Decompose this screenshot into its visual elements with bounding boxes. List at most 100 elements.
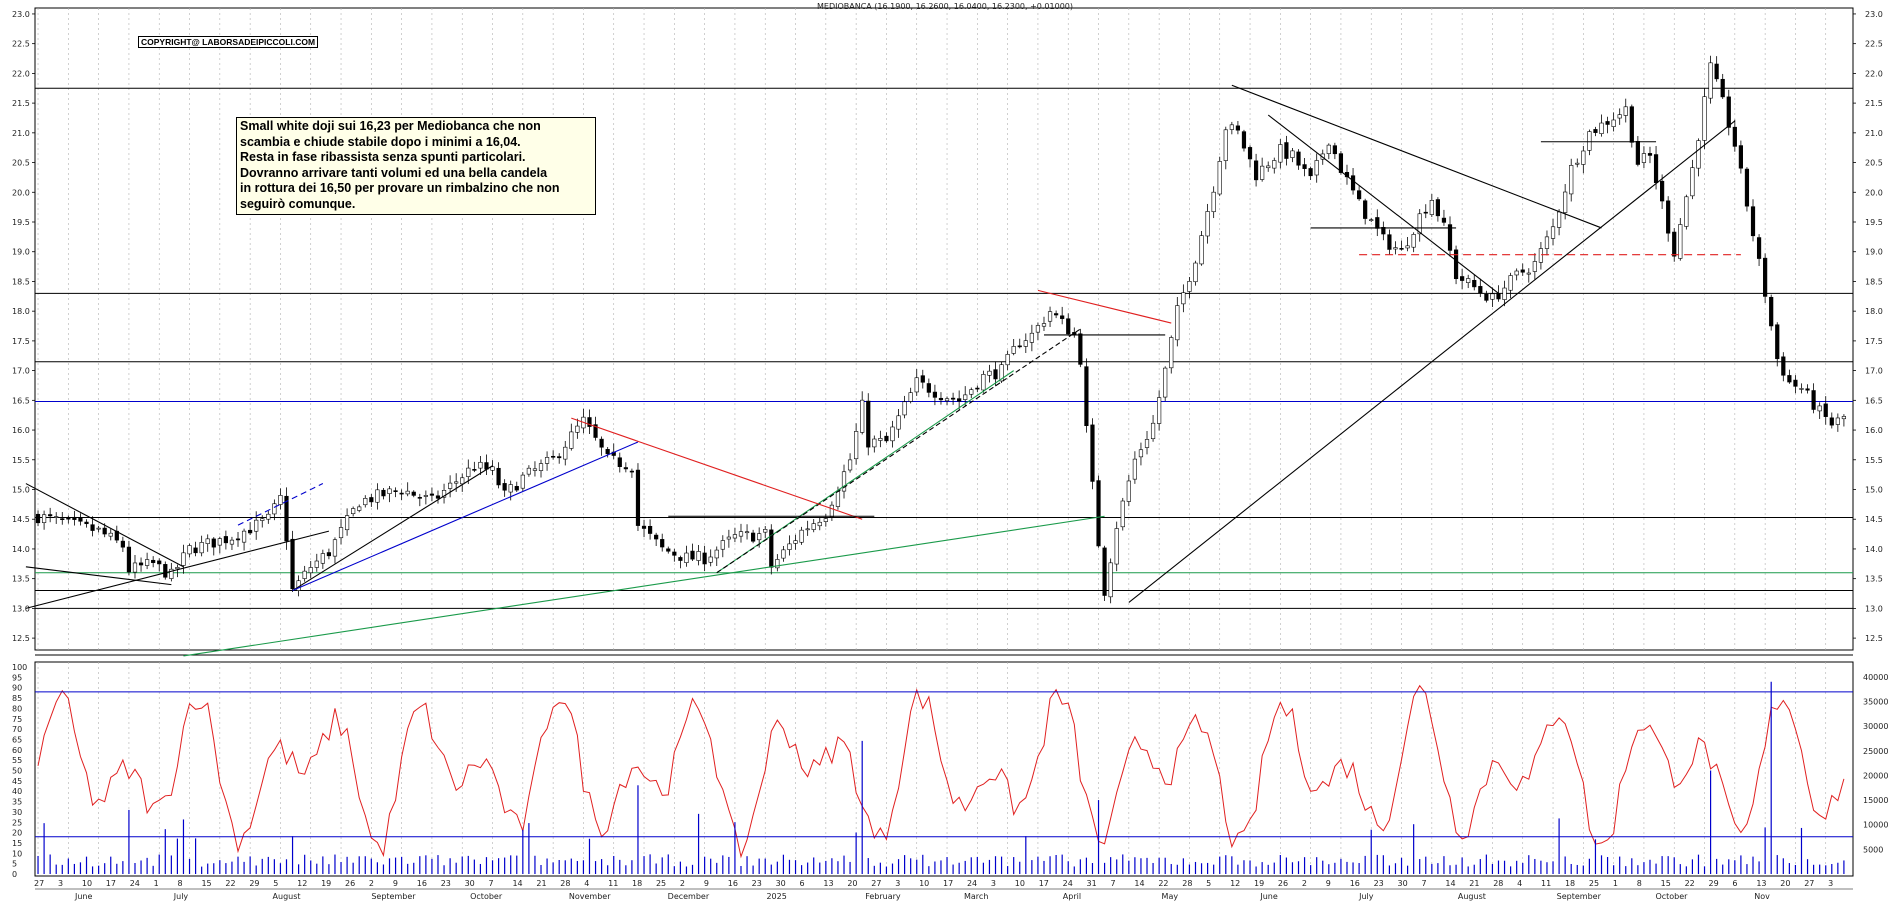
- candle-down: [1357, 190, 1362, 200]
- y-tick-label-right: 21.0: [1865, 129, 1883, 138]
- candle-down: [1823, 403, 1828, 417]
- candle-up: [241, 530, 247, 543]
- trend-line: [716, 370, 1014, 574]
- candle-up: [1581, 150, 1586, 165]
- candle-down: [223, 536, 228, 544]
- candle-up: [696, 551, 701, 561]
- candle-up: [811, 523, 816, 530]
- trend-line: [1128, 120, 1736, 603]
- candle-down: [1756, 237, 1762, 259]
- candle-down: [672, 551, 677, 556]
- candle-up: [860, 399, 865, 433]
- x-tick-label: 8: [1637, 879, 1642, 888]
- candle-up: [714, 549, 719, 559]
- candle-up: [575, 425, 580, 433]
- x-tick-label: 10: [919, 879, 929, 888]
- candle-up: [217, 538, 222, 546]
- candle-up: [145, 559, 150, 566]
- candle-up: [757, 533, 762, 541]
- candle-up: [720, 540, 725, 550]
- x-tick-label: 11: [1541, 879, 1551, 888]
- candle-up: [1369, 219, 1374, 221]
- trend-line: [237, 483, 324, 526]
- candle-up: [1199, 235, 1204, 265]
- candle-down: [1423, 211, 1428, 214]
- x-tick-label: 23: [441, 879, 451, 888]
- x-tick-label: 25: [656, 879, 666, 888]
- osc-tick-label: 100: [12, 663, 27, 672]
- candle-down: [35, 513, 41, 524]
- x-tick-label: 19: [321, 879, 331, 888]
- x-tick-label: 23: [1374, 879, 1384, 888]
- month-label: March: [964, 892, 988, 901]
- y-tick-label-right: 15.5: [1865, 456, 1883, 465]
- candle-down: [932, 391, 938, 398]
- candle-up: [1538, 248, 1544, 263]
- candle-up: [423, 495, 428, 497]
- candle-up: [1678, 224, 1683, 259]
- candle-up: [1138, 449, 1144, 458]
- y-tick-label-left: 12.5: [12, 634, 30, 643]
- candle-up: [981, 374, 986, 391]
- candle-down: [1363, 200, 1368, 219]
- trend-line: [183, 515, 1105, 657]
- y-tick-label-left: 18.5: [12, 277, 30, 286]
- candle-down: [435, 495, 441, 499]
- candle-up: [266, 513, 271, 520]
- candle-up: [1623, 106, 1628, 116]
- y-tick-label-right: 19.5: [1865, 218, 1883, 227]
- candle-up: [1029, 332, 1034, 343]
- candle-down: [417, 497, 422, 499]
- candle-up: [1175, 305, 1180, 341]
- candle-up: [835, 491, 841, 507]
- candle-down: [514, 486, 519, 491]
- candle-down: [248, 529, 253, 534]
- candle-down: [1090, 424, 1095, 482]
- x-tick-label: 24: [130, 879, 140, 888]
- x-tick-label: 28: [1182, 879, 1192, 888]
- candle-down: [557, 456, 562, 459]
- candle-up: [448, 482, 453, 489]
- y-tick-label-right: 21.5: [1865, 99, 1883, 108]
- candle-down: [1447, 224, 1453, 251]
- candle-up: [387, 488, 392, 494]
- candle-down: [1672, 231, 1677, 257]
- candle-down: [884, 435, 889, 442]
- candle-down: [1750, 206, 1756, 237]
- month-label: August: [273, 892, 301, 901]
- x-tick-label: 5: [273, 879, 278, 888]
- candle-up: [744, 531, 750, 534]
- candle-down: [1017, 345, 1022, 348]
- candle-up: [1696, 140, 1701, 169]
- candle-up: [302, 570, 307, 579]
- x-tick-label: 13: [823, 879, 833, 888]
- trend-line: [25, 483, 184, 568]
- candle-up: [781, 549, 786, 559]
- candle-down: [151, 559, 156, 563]
- candle-up: [944, 398, 950, 402]
- osc-tick-label: 0: [12, 870, 17, 879]
- y-tick-label-left: 20.5: [12, 159, 30, 168]
- y-tick-label-right: 17.5: [1865, 337, 1883, 346]
- candle-up: [460, 477, 465, 485]
- candle-up: [108, 532, 113, 537]
- candle-down: [78, 517, 83, 522]
- candle-up: [338, 527, 344, 539]
- candle-up: [260, 518, 265, 521]
- candle-down: [605, 449, 610, 455]
- x-tick-label: 1: [1613, 879, 1618, 888]
- candle-down: [629, 470, 635, 473]
- candle-up: [914, 377, 919, 393]
- x-tick-label: 21: [536, 879, 546, 888]
- candle-up: [1611, 119, 1616, 127]
- candle-up: [1563, 191, 1568, 213]
- x-tick-label: 3: [1828, 879, 1833, 888]
- x-tick-label: 16: [728, 879, 738, 888]
- candle-down: [1763, 257, 1768, 297]
- candle-up: [987, 370, 992, 376]
- candle-up: [1575, 162, 1580, 165]
- osc-tick-label: 30: [12, 808, 22, 817]
- osc-tick-label: 55: [12, 756, 22, 765]
- candle-down: [1084, 366, 1089, 427]
- x-tick-label: 7: [489, 879, 494, 888]
